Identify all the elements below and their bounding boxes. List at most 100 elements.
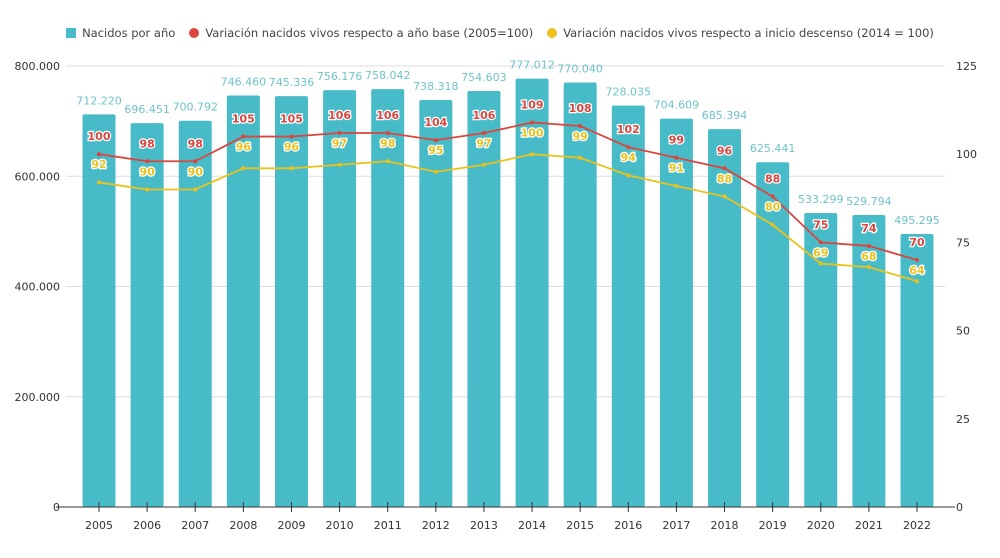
bar	[659, 118, 693, 507]
legend-swatch-births	[66, 28, 77, 38]
series-point	[578, 123, 583, 128]
bar-value-label: 756.176	[317, 70, 363, 83]
bar	[419, 100, 453, 508]
series-point	[385, 159, 390, 164]
point-value-label: 100	[88, 130, 111, 143]
bar-value-label: 685.394	[702, 109, 748, 122]
series-point	[722, 166, 727, 171]
series-line	[98, 153, 918, 283]
point-value-label: 95	[428, 144, 443, 157]
series-point	[866, 265, 871, 270]
x-tick-label: 2017	[662, 519, 690, 532]
point-value-label: 96	[284, 141, 300, 154]
x-tick-label: 2007	[181, 519, 209, 532]
point-value-label: 69	[813, 246, 828, 259]
axes-group: 0200.000400.000600.000800.00002550751001…	[15, 60, 978, 532]
x-tick-label: 2016	[614, 519, 642, 532]
bar	[852, 214, 886, 508]
series-point	[337, 131, 342, 136]
point-value-label: 70	[909, 236, 925, 249]
bar-value-label: 738.318	[413, 80, 459, 93]
series-point	[193, 187, 198, 192]
point-value-label: 102	[617, 123, 640, 136]
series-point	[481, 162, 486, 167]
bar-value-label: 529.794	[846, 195, 892, 208]
bar-value-label: 777.012	[509, 59, 555, 72]
series-point	[770, 222, 775, 227]
series-point	[145, 187, 150, 192]
bar-value-label: 745.336	[269, 76, 315, 89]
point-value-label: 90	[188, 165, 204, 178]
bar	[130, 123, 164, 507]
x-tick-label: 2012	[422, 519, 450, 532]
x-tick-label: 2021	[855, 519, 883, 532]
x-tick-label: 2014	[518, 519, 546, 532]
series-point	[530, 120, 535, 125]
x-tick-label: 2020	[807, 519, 835, 532]
series-point	[770, 194, 775, 199]
bar	[323, 90, 357, 507]
y2-tick-label: 75	[956, 236, 970, 249]
series-point	[915, 258, 919, 263]
point-value-label: 92	[91, 158, 106, 171]
series-point	[97, 180, 101, 185]
point-value-label: 88	[765, 173, 780, 186]
bar-value-label: 728.035	[606, 86, 652, 99]
y2-tick-label: 50	[956, 325, 970, 338]
bar-value-label: 704.609	[654, 99, 700, 112]
point-value-label: 74	[861, 222, 877, 235]
x-tick-label: 2013	[470, 519, 498, 532]
series-point	[241, 134, 246, 139]
y2-tick-label: 0	[956, 501, 963, 514]
point-value-label: 108	[569, 102, 592, 115]
point-value-label: 105	[232, 113, 255, 126]
series-point	[915, 279, 919, 284]
x-tick-label: 2019	[759, 519, 787, 532]
series-point	[145, 159, 150, 164]
legend-item-base-2014[interactable]: Variación nacidos vivos respecto a inici…	[547, 26, 934, 40]
point-value-label: 98	[380, 137, 395, 150]
bar	[371, 89, 405, 508]
bar	[467, 91, 501, 508]
bar	[274, 96, 308, 507]
legend-item-births[interactable]: Nacidos por año	[66, 26, 175, 40]
series-point	[193, 159, 198, 164]
point-value-label: 106	[472, 109, 495, 122]
lines-group	[97, 120, 919, 284]
bar	[900, 233, 934, 507]
y-tick-label: 400.000	[15, 281, 61, 294]
point-value-label: 109	[521, 98, 544, 111]
series-point	[866, 243, 871, 248]
point-value-label: 97	[332, 137, 347, 150]
point-value-label: 94	[621, 151, 637, 164]
point-value-label: 106	[376, 109, 399, 122]
point-value-label: 91	[669, 162, 684, 175]
legend-swatch-base-2014	[547, 28, 558, 38]
bar-value-label: 746.460	[221, 76, 267, 89]
point-value-label: 80	[765, 201, 781, 214]
series-point	[289, 134, 294, 139]
legend-item-base-2005[interactable]: Variación nacidos vivos respecto a año b…	[189, 26, 533, 40]
series-point	[818, 240, 823, 245]
point-value-label: 97	[476, 137, 491, 150]
series-point	[626, 145, 631, 150]
point-value-label: 105	[280, 113, 303, 126]
bar-value-label: 754.603	[461, 71, 507, 84]
bar	[804, 213, 838, 507]
chart-legend: Nacidos por año Variación nacidos vivos …	[0, 26, 1000, 40]
point-value-label: 106	[328, 109, 351, 122]
line-labels-group: 100 98 98 105 105 106 106 104 106 109 108 102 99 96 88…	[86, 97, 926, 278]
series-point	[385, 131, 390, 136]
bar-value-label: 533.299	[798, 193, 844, 206]
point-value-label: 90	[139, 165, 155, 178]
x-tick-label: 2010	[326, 519, 354, 532]
x-tick-label: 2018	[711, 519, 739, 532]
legend-swatch-base-2005	[189, 28, 200, 38]
series-point	[337, 162, 342, 167]
point-value-label: 96	[236, 141, 252, 154]
x-tick-label: 2005	[85, 519, 113, 532]
bar-value-label: 758.042	[365, 69, 411, 82]
bar-value-label: 696.451	[124, 103, 170, 116]
y-tick-label: 600.000	[15, 170, 61, 183]
